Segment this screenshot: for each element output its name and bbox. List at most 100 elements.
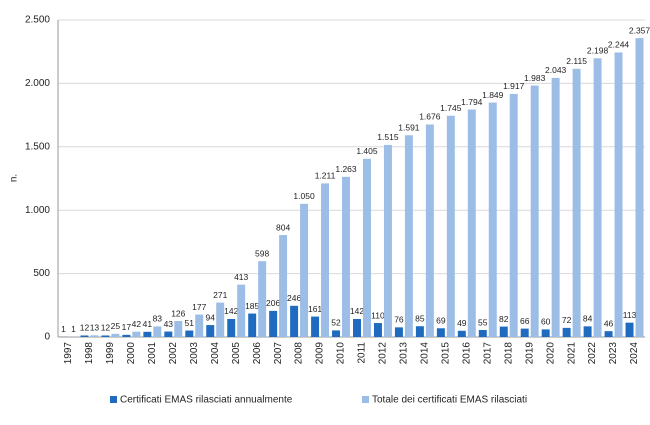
value-label: 1.405 — [356, 146, 378, 156]
bar — [551, 77, 560, 337]
value-label: 72 — [562, 315, 572, 325]
x-tick-label: 2011 — [357, 342, 368, 364]
value-label: 84 — [583, 314, 593, 324]
x-tick-label: 1998 — [84, 342, 95, 365]
value-label: 1.745 — [440, 103, 462, 113]
value-label: 2.198 — [587, 46, 609, 56]
y-tick-label: 1.000 — [25, 205, 50, 216]
y-tick-label: 2.000 — [25, 78, 50, 89]
x-tick-label: 2020 — [545, 342, 556, 365]
value-label: 1.917 — [503, 81, 525, 91]
bar — [311, 316, 320, 337]
value-label: 46 — [604, 318, 614, 328]
value-label: 12 — [80, 323, 90, 333]
bar — [593, 58, 602, 337]
value-label: 185 — [245, 301, 259, 311]
bar — [415, 326, 424, 337]
value-label: 66 — [520, 316, 530, 326]
x-tick-label: 2005 — [231, 342, 242, 365]
bar — [122, 334, 131, 337]
y-tick-label: 500 — [33, 268, 50, 279]
value-label: 82 — [499, 314, 509, 324]
value-label: 1 — [61, 324, 66, 334]
bar — [258, 261, 267, 337]
bar — [530, 85, 539, 337]
value-label: 1 — [71, 324, 76, 334]
value-label: 161 — [308, 304, 322, 314]
bar — [269, 310, 278, 337]
bar — [132, 331, 141, 337]
value-label: 17 — [122, 322, 132, 332]
value-label: 1.676 — [419, 112, 441, 122]
x-tick-label: 2017 — [482, 342, 493, 365]
value-label: 113 — [623, 310, 637, 320]
bar — [90, 335, 99, 337]
x-tick-label: 2024 — [629, 342, 640, 365]
legend-label: Totale dei certificati EMAS rilasciati — [372, 395, 527, 406]
bar — [80, 335, 89, 337]
y-tick-label: 2.500 — [25, 15, 50, 26]
legend-label: Certificati EMAS rilasciati annualmente — [120, 395, 293, 406]
x-tick-label: 2016 — [461, 342, 472, 365]
bar — [404, 135, 413, 337]
bar — [300, 203, 309, 337]
bar — [237, 284, 246, 337]
bar — [499, 326, 508, 337]
bar — [111, 333, 120, 337]
x-tick-label: 2003 — [189, 342, 200, 365]
bar — [185, 330, 194, 337]
value-label: 12 — [101, 323, 111, 333]
bar — [279, 235, 288, 337]
value-label: 13 — [90, 323, 100, 333]
value-label: 25 — [111, 321, 121, 331]
value-label: 1.211 — [315, 171, 336, 181]
x-tick-label: 2001 — [147, 342, 158, 365]
value-label: 1.515 — [377, 132, 399, 142]
value-label: 1.794 — [461, 97, 483, 107]
value-label: 1.983 — [524, 73, 546, 83]
bar — [446, 115, 455, 337]
value-label: 51 — [185, 318, 195, 328]
bar — [153, 326, 162, 337]
bar — [541, 329, 550, 337]
value-label: 110 — [371, 310, 385, 320]
value-label: 142 — [224, 306, 238, 316]
bar — [353, 318, 361, 337]
value-label: 69 — [436, 316, 446, 326]
y-axis-label: n. — [9, 174, 20, 182]
bar — [195, 314, 204, 337]
value-label: 2.115 — [566, 56, 587, 66]
value-label: 42 — [132, 319, 142, 329]
value-label: 206 — [266, 298, 280, 308]
bar — [383, 144, 392, 337]
bar — [248, 313, 257, 337]
y-tick-label: 1.500 — [25, 141, 50, 152]
bar — [206, 325, 215, 337]
value-label: 85 — [415, 313, 425, 323]
bar — [562, 327, 571, 337]
legend-swatch — [362, 396, 369, 403]
value-label: 413 — [234, 272, 248, 282]
value-label: 52 — [331, 318, 341, 328]
bar — [509, 93, 518, 337]
bar — [373, 323, 382, 337]
x-tick-label: 2004 — [210, 342, 221, 365]
x-tick-label: 2019 — [524, 342, 535, 365]
bar — [467, 109, 476, 337]
bar — [342, 176, 350, 337]
value-label: 76 — [394, 315, 404, 325]
x-tick-label: 2002 — [168, 342, 179, 365]
bar — [362, 158, 371, 337]
bar — [488, 102, 497, 337]
bar — [604, 331, 613, 337]
value-label: 2.244 — [608, 40, 630, 50]
y-tick-label: 0 — [44, 332, 50, 343]
bar — [164, 331, 173, 337]
bar — [583, 326, 592, 337]
value-label: 1.849 — [482, 90, 504, 100]
bar — [227, 318, 236, 337]
x-tick-label: 2012 — [378, 342, 389, 365]
value-label: 1.263 — [335, 164, 357, 174]
x-tick-label: 2015 — [440, 342, 451, 365]
